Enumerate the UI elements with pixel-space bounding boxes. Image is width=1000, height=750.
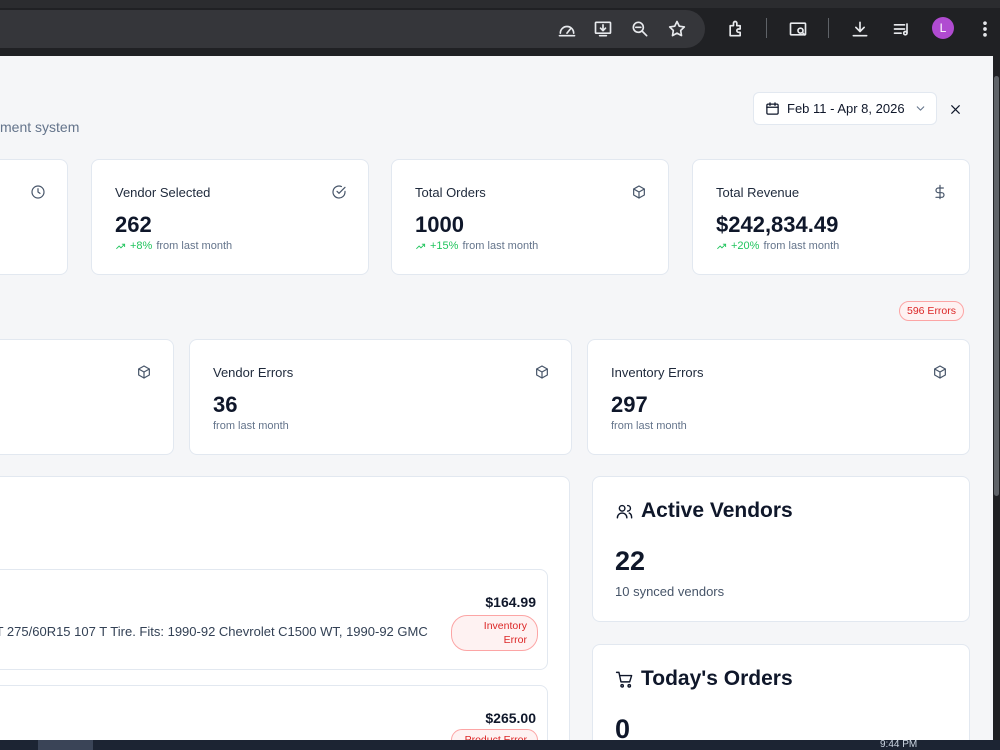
todays-orders-label: Today's Orders (641, 667, 793, 690)
error-card-sub: from last month (213, 420, 289, 432)
order-item[interactable]: $265.00 Product Error (0, 685, 548, 740)
todays-orders-card: Today's Orders 0 (592, 644, 970, 740)
stat-delta-suffix: from last month (462, 240, 539, 252)
stat-card-vendor-selected: Vendor Selected 262 +8% from last month (91, 159, 369, 275)
tab-strip (0, 0, 1000, 8)
clock-icon (30, 184, 46, 200)
taskbar-app[interactable] (38, 740, 93, 750)
page-subtitle: ment system (0, 119, 80, 135)
media-control-icon[interactable] (890, 17, 914, 41)
users-icon (616, 504, 633, 519)
install-app-icon[interactable] (591, 17, 615, 41)
search-tabs-icon[interactable] (786, 17, 810, 41)
stat-delta-suffix: from last month (156, 240, 233, 252)
menu-icon[interactable] (973, 17, 997, 41)
performance-icon[interactable] (555, 17, 579, 41)
stat-title: Vendor Selected (115, 185, 211, 200)
stat-delta: +8% from last month (115, 240, 232, 252)
vertical-scrollbar[interactable] (993, 56, 1000, 740)
stat-card-total-revenue: Total Revenue $242,834.49 +20% from last… (692, 159, 970, 275)
active-vendors-title: Active Vendors (615, 499, 793, 523)
package-icon (136, 364, 152, 380)
recent-orders-panel: $164.99 /T 275/60R15 107 T Tire. Fits: 1… (0, 476, 570, 740)
error-card-title: Vendor Errors (213, 365, 294, 380)
stat-delta: +20% from last month (716, 240, 839, 252)
error-card-inventory: Inventory Errors 297 from last month (587, 339, 970, 455)
date-range-label: Feb 11 - Apr 8, 2026 (787, 101, 905, 116)
stat-value: 1000 (415, 212, 464, 237)
check-circle-icon (331, 184, 347, 200)
order-item[interactable]: $164.99 /T 275/60R15 107 T Tire. Fits: 1… (0, 569, 548, 670)
stat-delta-value: +20% (731, 240, 760, 252)
stat-value: $242,834.49 (716, 212, 839, 237)
shopping-cart-icon (615, 671, 633, 688)
active-vendors-value: 22 (615, 546, 646, 576)
avatar[interactable]: L (932, 17, 954, 39)
error-card-sub: from last month (611, 420, 687, 432)
address-bar[interactable] (0, 10, 705, 48)
close-button[interactable] (946, 100, 964, 118)
error-card-partial (0, 339, 174, 455)
stat-delta: +15% from last month (415, 240, 538, 252)
taskbar-clock: 9:44 PM (880, 740, 918, 750)
trending-up-icon (116, 243, 126, 249)
close-icon (950, 104, 960, 114)
trending-up-icon (416, 243, 426, 249)
download-icon[interactable] (848, 17, 872, 41)
order-price: $265.00 (485, 710, 536, 726)
active-vendors-card: Active Vendors 22 10 synced vendors (592, 476, 970, 622)
dollar-icon (932, 184, 948, 200)
toolbar-separator (828, 18, 829, 38)
active-vendors-label: Active Vendors (641, 499, 793, 522)
stat-value: 262 (115, 212, 152, 237)
stat-title: Total Revenue (716, 185, 800, 200)
error-card-value: 36 (213, 392, 238, 417)
zoom-icon[interactable] (628, 17, 652, 41)
taskbar: 9:44 PM (0, 740, 1000, 750)
todays-orders-title: Today's Orders (615, 667, 793, 691)
active-vendors-sub: 10 synced vendors (615, 584, 725, 599)
bookmark-star-icon[interactable] (665, 17, 689, 41)
order-error-badge: Inventory Error (451, 615, 538, 651)
todays-orders-value: 0 (615, 714, 631, 740)
stat-delta-suffix: from last month (763, 240, 840, 252)
extensions-icon[interactable] (724, 17, 748, 41)
error-count-badge: 596 Errors (899, 301, 965, 321)
calendar-icon (766, 102, 779, 115)
stat-delta-value: +8% (130, 240, 153, 252)
scrollbar-thumb[interactable] (994, 76, 999, 496)
error-card-value: 297 (611, 392, 648, 417)
trending-up-icon (717, 243, 727, 249)
stat-card-partial (0, 159, 68, 275)
order-error-badge: Product Error (451, 729, 538, 740)
package-icon (534, 364, 550, 380)
stat-delta-value: +15% (430, 240, 459, 252)
error-card-title: Inventory Errors (611, 365, 704, 380)
browser-toolbar: L (0, 0, 1000, 56)
package-icon (932, 364, 948, 380)
chevron-down-icon (916, 106, 924, 111)
toolbar-separator (766, 18, 767, 38)
package-icon (631, 184, 647, 200)
stat-title: Total Orders (415, 185, 486, 200)
order-price: $164.99 (485, 594, 536, 610)
date-range-picker[interactable]: Feb 11 - Apr 8, 2026 (753, 92, 937, 125)
page-content: ment system Feb 11 - Apr 8, 2026 Vendor … (0, 56, 993, 740)
order-description: /T 275/60R15 107 T Tire. Fits: 1990-92 C… (0, 624, 428, 639)
error-card-vendor: Vendor Errors 36 from last month (189, 339, 572, 455)
stat-card-total-orders: Total Orders 1000 +15% from last month (391, 159, 669, 275)
